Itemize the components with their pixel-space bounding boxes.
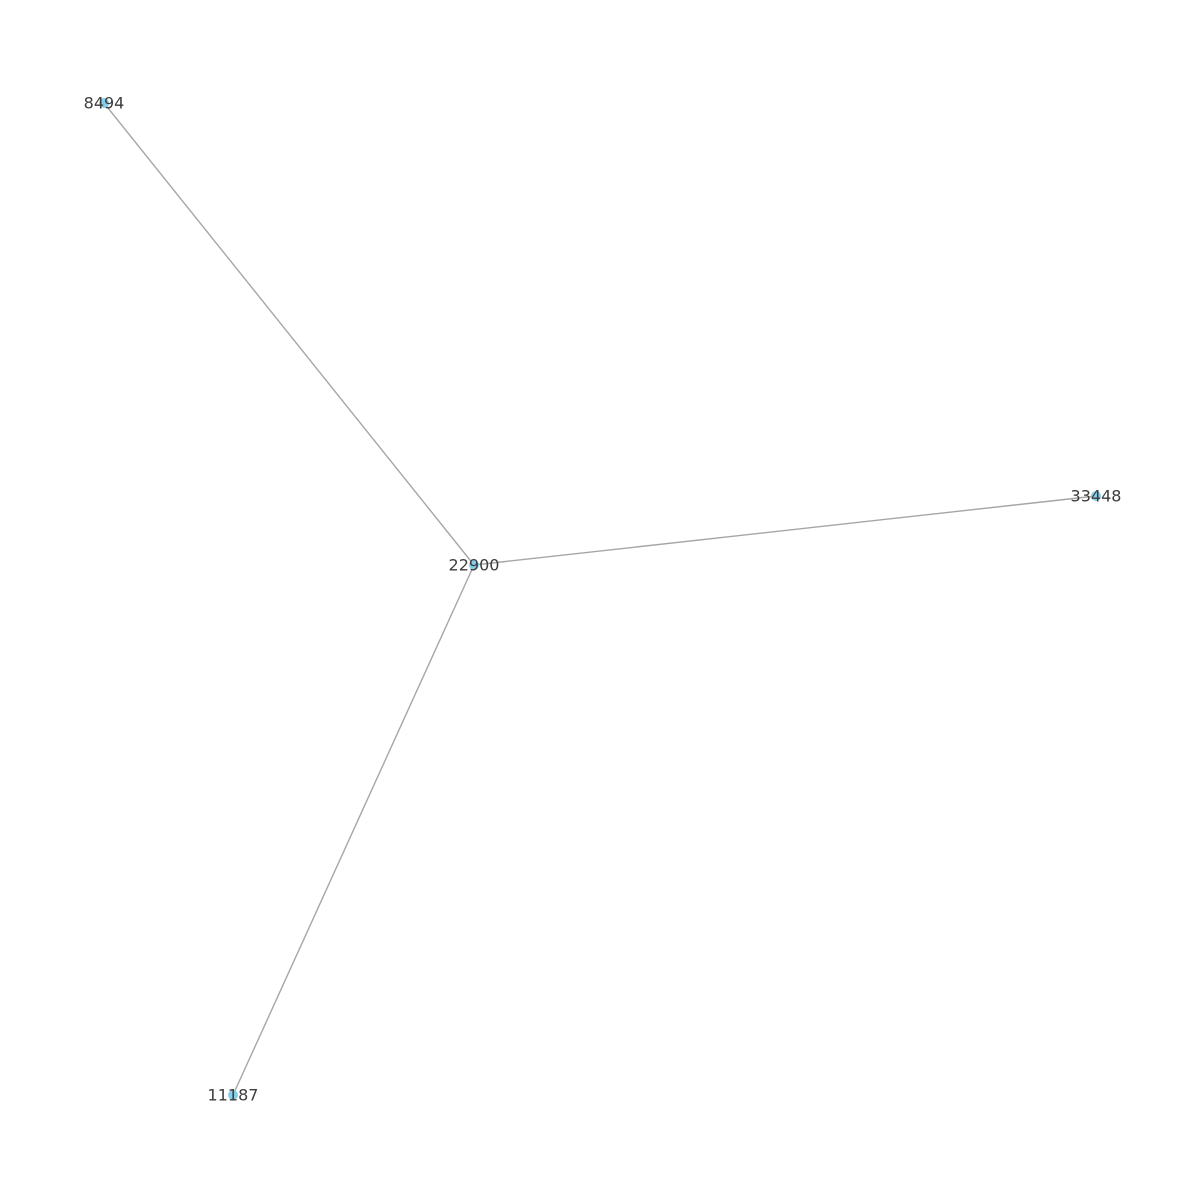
node-label-8494: 8494 [84,94,125,113]
node-label-22900: 22900 [449,556,500,575]
node-22900 [469,560,479,570]
edge-layer [103,102,1097,1096]
edge-22900-11187 [232,564,475,1096]
node-8494 [99,98,109,108]
edge-22900-8494 [103,102,475,566]
node-33448 [1091,491,1101,501]
node-layer [99,98,1101,1100]
node-label-33448: 33448 [1071,487,1122,506]
edge-22900-33448 [473,495,1097,566]
node-11187 [228,1090,238,1100]
node-label-11187: 11187 [208,1086,259,1105]
label-layer: 22900 8494 33448 11187 [84,94,1122,1105]
